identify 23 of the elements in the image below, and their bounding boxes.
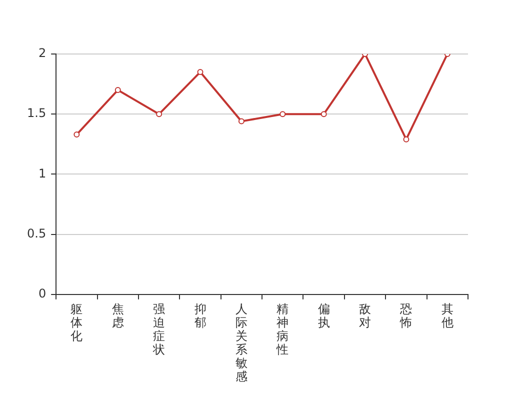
x-tick-label: 人际关系敏感 xyxy=(235,302,248,384)
x-tick-label: 强迫症状 xyxy=(152,302,166,357)
x-tick-label: 躯体化 xyxy=(70,302,83,344)
y-tick-label: 2 xyxy=(38,46,46,60)
x-tick-label: 恐怖 xyxy=(399,302,412,330)
point xyxy=(197,69,204,76)
x-tick-label: 其他 xyxy=(441,302,454,330)
y-tick-label: 1 xyxy=(38,166,46,180)
x-tick-label: 抑郁 xyxy=(194,302,206,330)
x-tick-label: 偏执 xyxy=(318,302,330,330)
point xyxy=(403,136,410,142)
point xyxy=(156,111,162,118)
x-tick-label: 精神病性 xyxy=(276,302,289,357)
point xyxy=(114,87,121,94)
x-tick-label: 焦虑 xyxy=(112,302,124,330)
x-tick-label: 敌对 xyxy=(359,302,372,330)
point xyxy=(320,111,327,118)
y-tick-label: 0 xyxy=(38,286,46,300)
point xyxy=(280,111,286,118)
point xyxy=(74,132,80,138)
point xyxy=(238,118,244,124)
y-tick-label: 0.5 xyxy=(26,226,46,240)
y-tick-label: 1.5 xyxy=(26,106,46,120)
